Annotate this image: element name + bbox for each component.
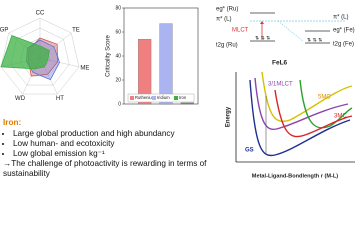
bar (159, 23, 173, 105)
state-label: 3/1MLCT (268, 82, 293, 88)
level-label: eg* (Ru) (216, 7, 238, 13)
legend-label: Iron (179, 95, 187, 100)
axis-label: HT (56, 96, 64, 102)
axis-label: TE (72, 28, 80, 34)
level-label: MLCT (232, 28, 249, 34)
chart: ⇅ ⇅ ⇅ ⇅ ⇅ ⇅ eg* (Ru) π* (L) MLCT t2g (Ru… (0, 5, 355, 179)
axis-label: GP (0, 28, 8, 34)
potential-curves (235, 71, 355, 163)
level-label: π* (L) (333, 15, 348, 21)
axis-title: Metal-Ligand-Bondlength r (M-L) (252, 173, 339, 179)
state-label: GS (245, 148, 254, 154)
radar-ring (0, 17, 80, 95)
heading: Iron: (3, 118, 22, 127)
axis-title: Energy (226, 106, 232, 127)
bullet-list: Large global production and high abundan… (3, 129, 215, 159)
axis-title: Criticality Score (106, 35, 112, 77)
radar-area (0, 35, 50, 70)
level-label: t2g (Ru) (216, 43, 238, 49)
conclusion: →The challenge of photoactivity is rewar… (3, 159, 207, 178)
bar (180, 102, 194, 105)
y-tick-label: 40 (115, 53, 121, 59)
axis-label: WD (15, 96, 26, 102)
svg-text:⇅ ⇅ ⇅: ⇅ ⇅ ⇅ (307, 37, 322, 43)
figure: ⇅ ⇅ ⇅ ⇅ ⇅ ⇅ eg* (Ru) π* (L) MLCT t2g (Ru… (0, 0, 360, 189)
level-diagram: ⇅ ⇅ ⇅ ⇅ ⇅ ⇅ (250, 12, 345, 44)
y-tick-label: 20 (115, 77, 121, 83)
level-label: π* (L) (216, 17, 231, 23)
bar (138, 39, 152, 105)
bullet: Low human- and ecotoxicity (13, 139, 215, 149)
svg-text:⇅ ⇅ ⇅: ⇅ ⇅ ⇅ (255, 35, 270, 41)
legend-swatch (174, 96, 178, 100)
legend-swatch (130, 96, 134, 100)
legend-label: Ruthenium (135, 95, 156, 100)
legend-swatch (152, 96, 156, 100)
y-tick-label: 0 (118, 101, 121, 107)
legend-label: Iridium (157, 95, 170, 100)
y-tick-label: 60 (115, 29, 121, 35)
bullet: Low global emission kg⁻¹ (13, 149, 215, 159)
axis-label: ME (80, 66, 89, 72)
complex-label: FeL6 (272, 60, 288, 67)
text-panel: Iron: Large global production and high a… (3, 118, 215, 179)
bullet: Large global production and high abundan… (13, 129, 215, 139)
state-label: 3MC (334, 114, 347, 120)
y-tick-label: 80 (115, 5, 121, 11)
axis-label: CC (36, 11, 45, 17)
level-label: eg* (Fe) (333, 28, 355, 34)
legend-box (127, 93, 195, 103)
state-label: 5MC (318, 95, 331, 101)
level-label: t2g (Fe) (333, 42, 354, 48)
